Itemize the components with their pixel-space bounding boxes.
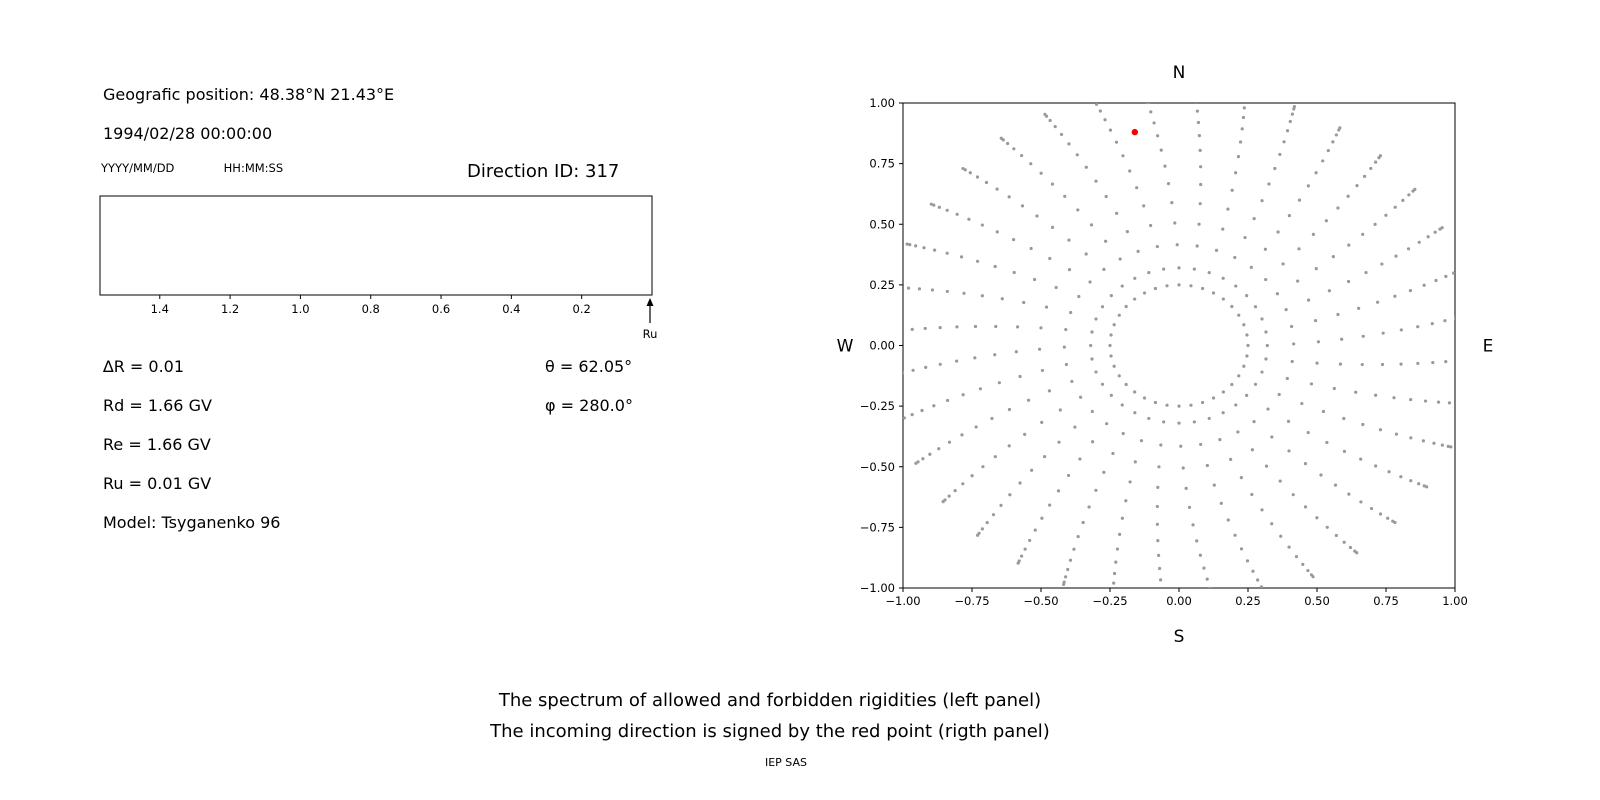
tick-label: 0.8 bbox=[362, 302, 380, 316]
delta-r-value: ∆R = 0.01 bbox=[103, 357, 185, 376]
tick-label: 1.00 bbox=[869, 96, 895, 110]
datetime-value: 1994/02/28 00:00:00 bbox=[103, 124, 273, 143]
x-axis: −1.00 −0.75 −0.50 −0.25 0.00 0.25 0.50 0.75 1.00 bbox=[885, 588, 1468, 608]
phi-value: φ = 280.0° bbox=[545, 396, 633, 415]
tick-label: −0.75 bbox=[860, 520, 895, 534]
ru-value: Ru = 0.01 GV bbox=[103, 474, 212, 493]
caption-line-2: The incoming direction is signed by the … bbox=[490, 721, 1050, 742]
geographic-position-label: Geografic position: 48.38°N 21.43°E bbox=[103, 85, 395, 104]
time-format-hint: HH:MM:SS bbox=[223, 161, 284, 175]
compass-east: E bbox=[1483, 337, 1494, 357]
tick-label: 0.75 bbox=[1373, 594, 1399, 608]
ru-arrow-label: Ru bbox=[643, 327, 658, 341]
spectrum-frame bbox=[99, 195, 653, 296]
red-incoming-direction-point bbox=[1131, 128, 1139, 136]
tick-label: −1.00 bbox=[885, 594, 920, 608]
compass-west: W bbox=[837, 337, 854, 357]
compass-south: S bbox=[1174, 627, 1185, 647]
tick-label: −0.25 bbox=[860, 399, 895, 413]
tick-label: 1.0 bbox=[291, 302, 309, 316]
parameters-right-column: θ = 62.05° φ = 280.0° bbox=[545, 347, 633, 425]
datetime-format-hints: YYYY/MM/DD HH:MM:SS bbox=[101, 161, 283, 175]
tick-label: −0.25 bbox=[1092, 594, 1127, 608]
y-axis: −1.00 −0.75 −0.50 −0.25 0.00 0.25 0.50 0.75 1.00 bbox=[860, 96, 903, 595]
rd-value: Rd = 1.66 GV bbox=[103, 396, 212, 415]
direction-id-label: Direction ID: 317 bbox=[467, 161, 620, 182]
tick-label: 0.50 bbox=[1304, 594, 1330, 608]
rigidity-spectrum-axes: 1.4 1.2 1.0 0.8 0.6 0.4 0.2 Ru bbox=[99, 195, 658, 341]
re-value: Re = 1.66 GV bbox=[103, 435, 211, 454]
tick-label: 0.25 bbox=[869, 278, 895, 292]
tick-label: 0.00 bbox=[1166, 594, 1192, 608]
date-format-hint: YYYY/MM/DD bbox=[101, 161, 175, 175]
compass-north: N bbox=[1173, 63, 1186, 83]
tick-label: 0.4 bbox=[502, 302, 520, 316]
tick-label: 0.75 bbox=[869, 157, 895, 171]
theta-value: θ = 62.05° bbox=[545, 357, 633, 376]
asymptotic-direction-dots bbox=[903, 103, 1455, 588]
tick-label: −1.00 bbox=[860, 581, 895, 595]
tick-label: 0.6 bbox=[432, 302, 450, 316]
credit-label: IEP SAS bbox=[764, 756, 808, 769]
tick-label: 1.4 bbox=[151, 302, 169, 316]
tick-label: 0.2 bbox=[573, 302, 591, 316]
tick-label: 1.00 bbox=[1442, 594, 1468, 608]
caption-line-1: The spectrum of allowed and forbidden ri… bbox=[498, 690, 1042, 711]
tick-label: −0.50 bbox=[860, 460, 895, 474]
plot-frame bbox=[902, 102, 1456, 589]
incoming-direction-plot: −1.00 −0.75 −0.50 −0.25 0.00 0.25 0.50 0.75 1.00… bbox=[837, 63, 1494, 647]
ru-arrow: Ru bbox=[643, 298, 658, 341]
spectrum-x-axis: 1.4 1.2 1.0 0.8 0.6 0.4 0.2 bbox=[151, 295, 591, 316]
figure-caption: The spectrum of allowed and forbidden ri… bbox=[0, 685, 1540, 747]
tick-label: 0.25 bbox=[1235, 594, 1261, 608]
tick-label: 0.50 bbox=[869, 217, 895, 231]
compass-labels: N S W E bbox=[837, 63, 1494, 647]
model-label: Model: Tsyganenko 96 bbox=[103, 513, 281, 532]
tick-label: −0.75 bbox=[954, 594, 989, 608]
tick-label: 0.00 bbox=[869, 339, 895, 353]
tick-label: 1.2 bbox=[221, 302, 239, 316]
tick-label: −0.50 bbox=[1023, 594, 1058, 608]
parameters-left-column: ∆R = 0.01 Rd = 1.66 GV Re = 1.66 GV Ru =… bbox=[103, 347, 280, 542]
